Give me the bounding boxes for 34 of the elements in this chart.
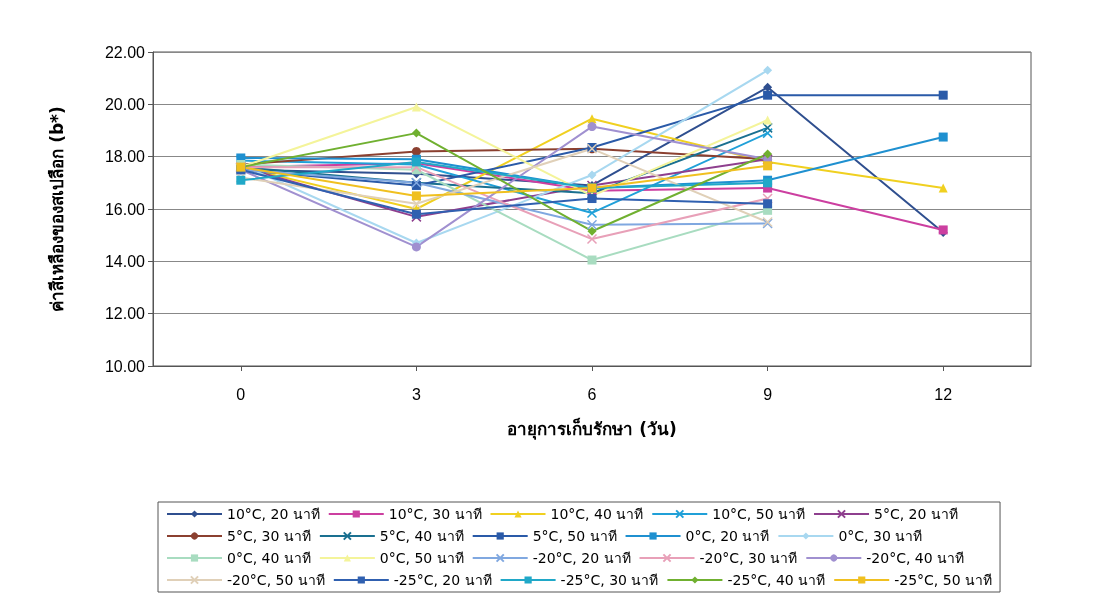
legend-label: 0°C, 30 นาที xyxy=(838,528,923,544)
legend-label: 10°C, 30 นาที xyxy=(388,506,482,522)
legend-label: 0°C, 50 นาที xyxy=(379,550,464,566)
y-tick-label: 10.00 xyxy=(104,357,146,375)
legend-label: -20°C, 20 นาที xyxy=(532,550,631,566)
legend-label: 5°C, 50 นาที xyxy=(532,528,617,544)
legend-label: 10°C, 50 นาที xyxy=(712,506,806,522)
y-tick-label: 18.00 xyxy=(104,148,146,166)
y-tick-label: 20.00 xyxy=(104,95,146,113)
legend-label: 5°C, 20 นาที xyxy=(874,506,958,522)
x-axis-title: อายุการเก็บรักษา (วัน) xyxy=(507,416,677,440)
y-tick-label: 16.00 xyxy=(104,200,146,218)
y-tick-label: 12.00 xyxy=(104,305,146,323)
x-tick-label: 9 xyxy=(763,385,773,403)
legend-label: -25°C, 20 นาที xyxy=(393,572,492,588)
legend-label: 5°C, 30 นาที xyxy=(227,528,311,544)
x-tick-label: 3 xyxy=(411,385,421,403)
y-tick-label: 14.00 xyxy=(104,252,146,270)
y-tick-label: 22.00 xyxy=(104,43,146,61)
legend-label: 5°C, 40 นาที xyxy=(379,528,464,544)
legend-label: -25°C, 50 นาที xyxy=(894,572,993,588)
legend-label: 0°C, 40 นาที xyxy=(227,550,311,566)
legend-label: 10°C, 40 นาที xyxy=(550,506,644,522)
x-tick-label: 6 xyxy=(587,385,597,403)
legend-label: 10°C, 20 นาที xyxy=(227,506,320,522)
legend-label: -25°C, 40 นาที xyxy=(727,572,826,588)
legend-label: -25°C, 30 นาที xyxy=(560,572,659,588)
legend-label: -20°C, 40 นาที xyxy=(866,550,965,566)
y-axis-title: ค่าสีเหลืองของสเปลือก (b*) xyxy=(46,106,67,312)
legend-label: -20°C, 50 นาที xyxy=(227,572,325,588)
legend-label: -20°C, 30 นาที xyxy=(699,550,798,566)
x-tick-label: 12 xyxy=(934,385,953,403)
x-tick-label: 0 xyxy=(236,385,246,403)
legend-label: 0°C, 20 นาที xyxy=(685,528,770,544)
